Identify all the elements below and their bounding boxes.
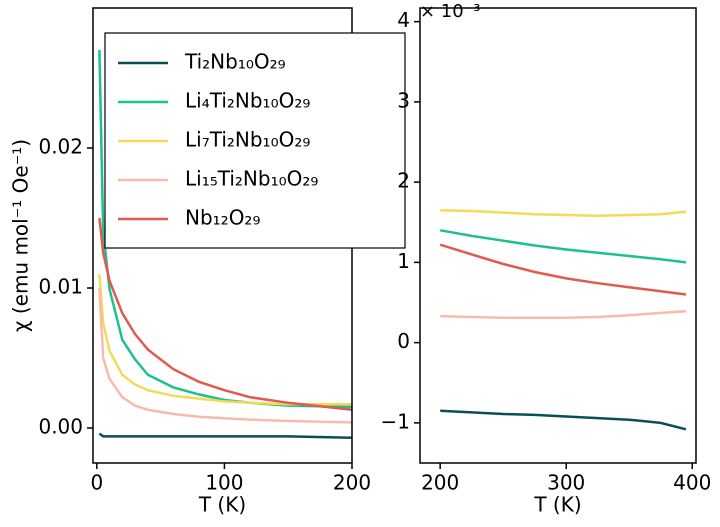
x-tick-label: 300 [547, 471, 585, 495]
x-tick-label: 100 [205, 471, 243, 495]
axes-frame [419, 7, 697, 464]
x-tick-label: 400 [673, 471, 711, 495]
y-tick-label: 0.02 [38, 135, 83, 159]
series-line [98, 287, 352, 424]
y-tick-label: 3 [397, 88, 410, 112]
y-tick-label: 0.01 [38, 275, 83, 299]
y-tick-label: 0 [397, 329, 410, 353]
x-tick-label: 200 [421, 471, 459, 495]
legend-label: Li₄Ti₂Nb₁₀O₂₉ [185, 89, 310, 113]
legend-label: Li₇Ti₂Nb₁₀O₂₉ [185, 128, 310, 152]
x-axis-label: T (K) [198, 493, 246, 517]
y-tick-label: 1 [397, 249, 410, 273]
x-axis-label: T (K) [533, 493, 581, 517]
y-axis-label: χ (emu mol⁻¹ Oe⁻¹) [9, 139, 33, 332]
legend-label: Ti₂Nb₁₀O₂₉ [184, 50, 286, 74]
y-tick-label: 0.00 [38, 415, 83, 439]
x-tick-label: 0 [90, 471, 103, 495]
series-line [98, 432, 352, 440]
x-tick-label: 200 [333, 471, 371, 495]
series-line [440, 310, 686, 320]
series-line [440, 409, 687, 431]
series-line [98, 273, 352, 406]
series-line [98, 217, 352, 412]
y-tick-label: 2 [397, 169, 410, 193]
legend-label: Nb₁₂O₂₉ [185, 206, 260, 230]
y-offset-label: × 10⁻³ [420, 1, 480, 22]
series-line [439, 229, 687, 264]
y-tick-label: 4 [397, 8, 410, 32]
series-line [439, 243, 687, 296]
y-tick-label: −1 [381, 409, 410, 433]
legend-label: Li₁₅Ti₂Nb₁₀O₂₉ [185, 167, 318, 191]
series-line [440, 208, 687, 218]
